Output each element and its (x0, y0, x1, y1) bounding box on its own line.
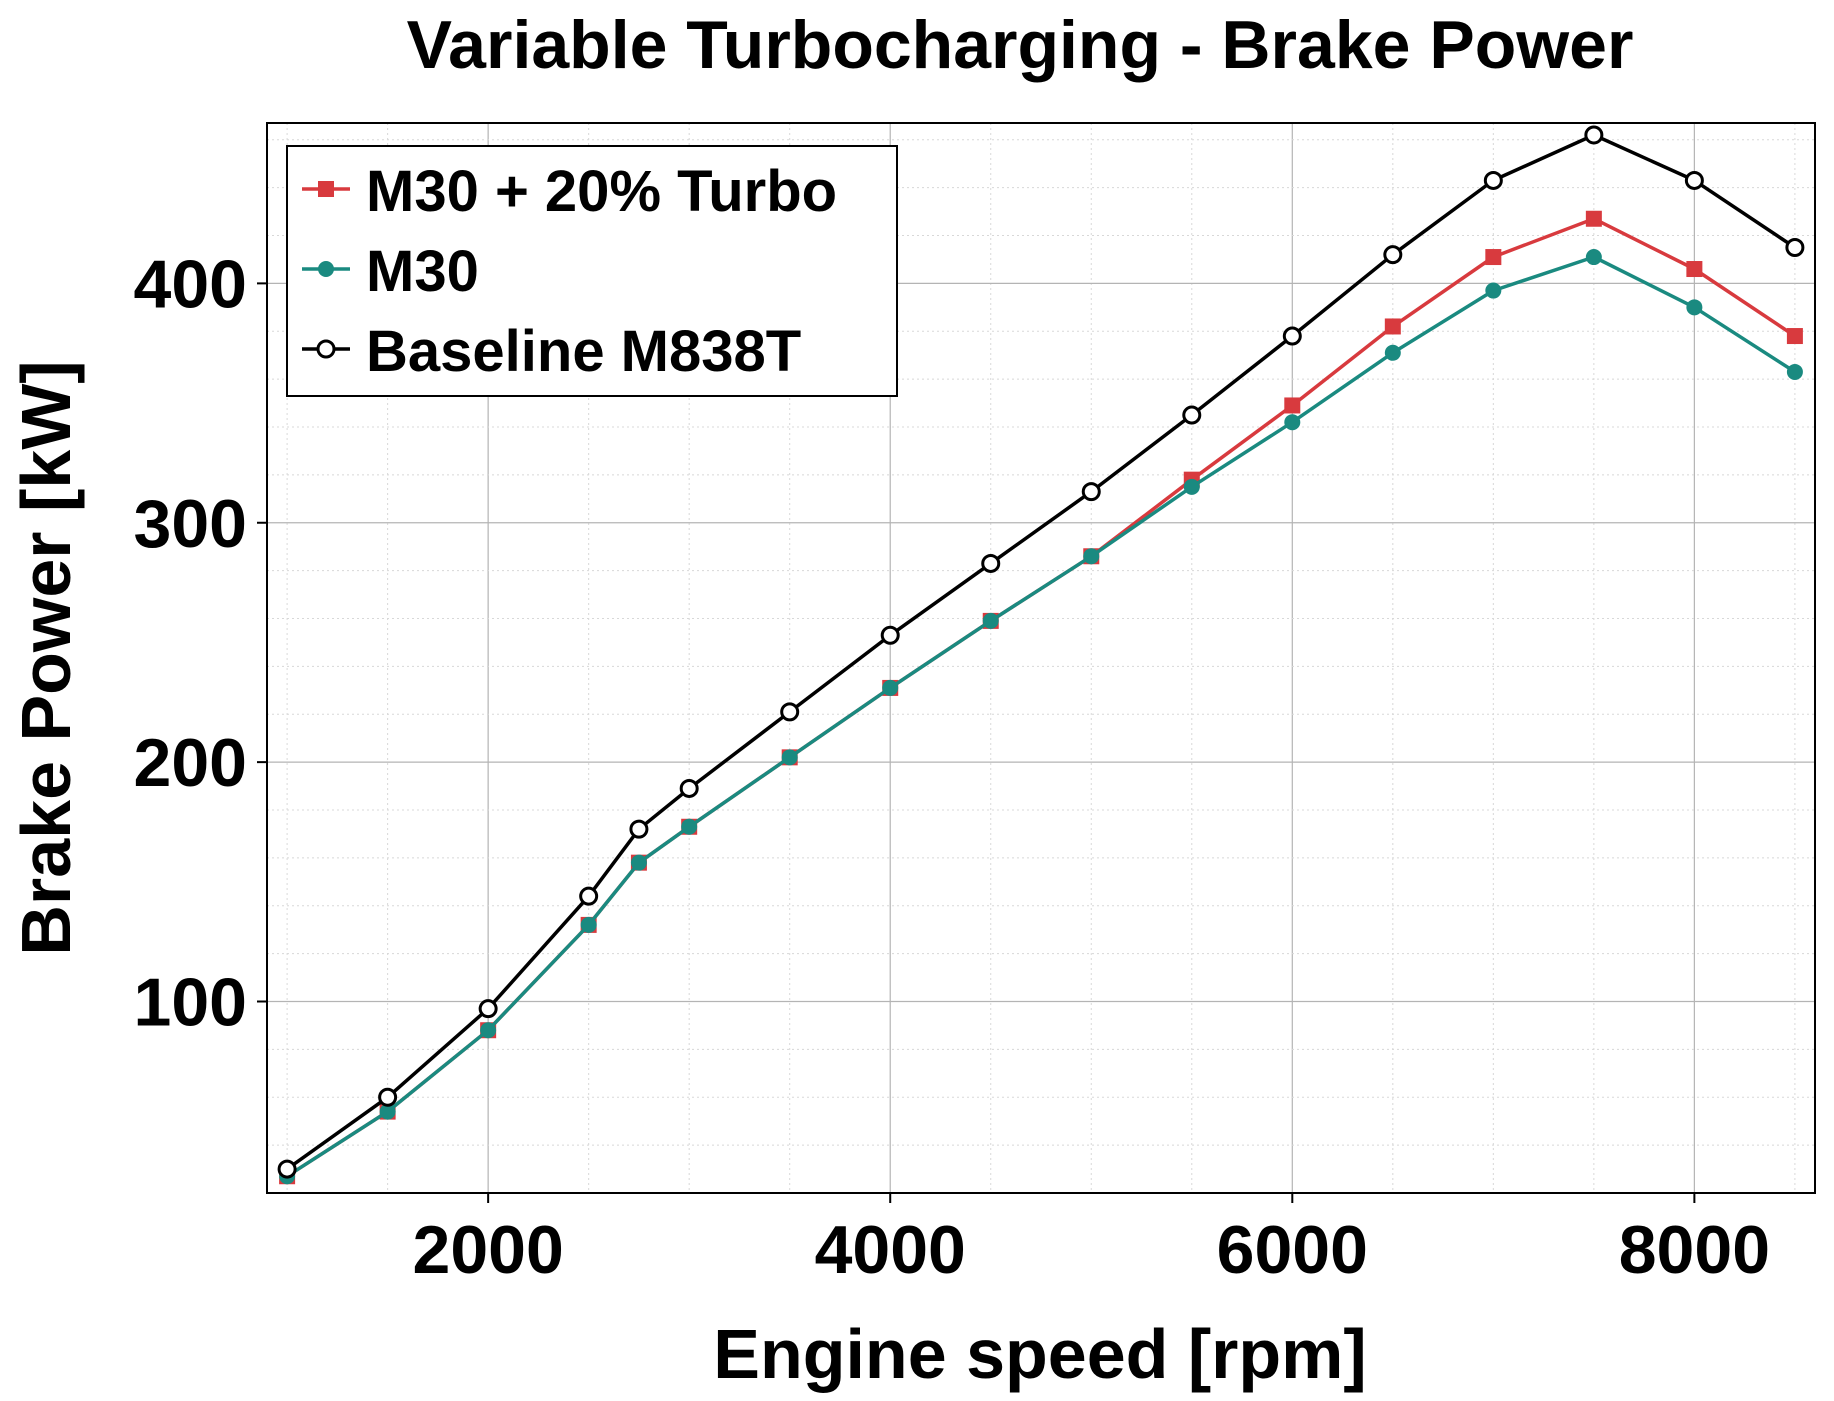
y-tick-label: 100 (134, 965, 247, 1041)
data-point (1786, 328, 1803, 345)
data-point (1786, 363, 1803, 380)
data-point (630, 854, 647, 871)
y-tick-label: 400 (134, 246, 247, 322)
legend-label: M30 + 20% Turbo (366, 159, 837, 224)
data-point (318, 261, 334, 277)
x-tick-label: 4000 (815, 1212, 966, 1288)
chart-title: Variable Turbocharging - Brake Power (407, 7, 1634, 83)
legend-item: M30 + 20% Turbo (302, 159, 837, 224)
y-tick-label: 300 (134, 486, 247, 562)
data-point (629, 819, 649, 839)
y-axis-label: Brake Power [kW] (7, 360, 85, 955)
data-point (480, 1022, 497, 1039)
x-tick-label: 6000 (1217, 1212, 1368, 1288)
data-point (1686, 261, 1703, 278)
data-point (681, 818, 698, 835)
data-point (1684, 170, 1704, 190)
data-point (1584, 125, 1604, 145)
data-point (1785, 237, 1805, 257)
legend-item: Baseline M838T (302, 319, 801, 384)
data-point (1483, 170, 1503, 190)
data-point (1383, 245, 1403, 265)
data-point (679, 778, 699, 798)
data-point (1081, 482, 1101, 502)
data-point (1485, 282, 1502, 299)
data-point (781, 749, 798, 766)
data-point (1083, 548, 1100, 565)
data-point (1284, 414, 1301, 431)
plot-frame (266, 122, 1816, 1194)
data-point (579, 886, 599, 906)
x-tick-label: 2000 (413, 1212, 564, 1288)
data-point (1183, 478, 1200, 495)
legend-label: M30 (366, 239, 479, 304)
data-point (1585, 210, 1602, 227)
data-point (1585, 249, 1602, 266)
data-point (982, 612, 999, 629)
data-point (1384, 318, 1401, 335)
data-point (780, 702, 800, 722)
data-point (379, 1103, 396, 1120)
data-point (316, 339, 336, 359)
x-axis-label: Engine speed [rpm] (713, 1315, 1366, 1393)
data-point (1384, 344, 1401, 361)
series-2 (277, 125, 1805, 1179)
legend: M30 + 20% Turbo M30 Baseline M838T (286, 145, 898, 397)
data-point (981, 553, 1001, 573)
data-point (882, 679, 899, 696)
data-point (1485, 249, 1502, 266)
y-tick-label: 200 (134, 725, 247, 801)
data-point (580, 916, 597, 933)
data-point (277, 1159, 297, 1179)
data-point (880, 625, 900, 645)
axis-ticks: 2000 4000 6000 8000 100 200 300 400 (134, 246, 1770, 1288)
series-1 (279, 249, 1803, 1185)
data-point (478, 999, 498, 1019)
legend-box (286, 145, 898, 397)
legend-label: Baseline M838T (366, 319, 801, 384)
grid (267, 123, 1815, 1194)
data-point (1284, 397, 1301, 414)
data-point (1686, 299, 1703, 316)
data-point (318, 181, 334, 197)
series-layer (277, 125, 1805, 1185)
data-point (378, 1087, 398, 1107)
data-point (1282, 326, 1302, 346)
x-tick-label: 8000 (1619, 1212, 1770, 1288)
data-point (1182, 405, 1202, 425)
legend-item: M30 (302, 239, 479, 304)
